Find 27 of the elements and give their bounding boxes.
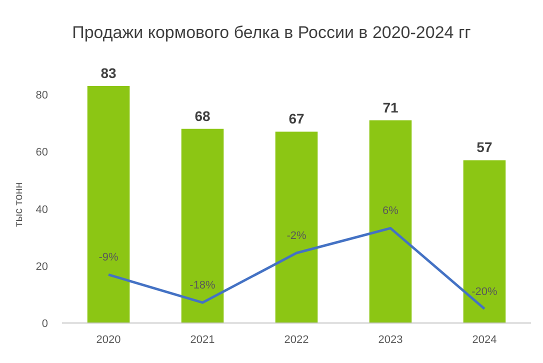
data-label: 71: [382, 99, 398, 116]
bar: [275, 132, 318, 323]
data-label: 6%: [382, 205, 399, 218]
bar: [369, 120, 412, 323]
bar: [181, 128, 224, 323]
chart-title: Продажи кормового белка в России в 2020-2024 гг: [72, 23, 471, 42]
data-label: -9%: [98, 252, 119, 264]
y-tick-label: 80: [36, 90, 48, 102]
x-tick-label: 2023: [378, 334, 403, 346]
data-label: 57: [476, 139, 492, 156]
data-label: 67: [288, 110, 304, 127]
y-tick-label: 60: [36, 146, 48, 159]
x-tick-label: 2022: [284, 334, 309, 346]
data-label: -20%: [472, 286, 498, 298]
x-tick-label: 2021: [190, 334, 215, 346]
x-tick-label: 2024: [472, 334, 497, 346]
data-label: -18%: [190, 280, 216, 292]
data-label: 83: [100, 65, 117, 81]
data-label: 68: [194, 108, 211, 124]
y-tick-label: 0: [42, 318, 48, 330]
bar: [463, 160, 506, 323]
bar: [87, 86, 130, 323]
y-tick-label: 20: [36, 260, 48, 273]
data-label: -2%: [286, 230, 306, 242]
y-axis-title: тыс тонн: [13, 182, 25, 227]
x-tick-label: 2020: [96, 334, 121, 346]
y-tick-label: 40: [36, 204, 48, 216]
